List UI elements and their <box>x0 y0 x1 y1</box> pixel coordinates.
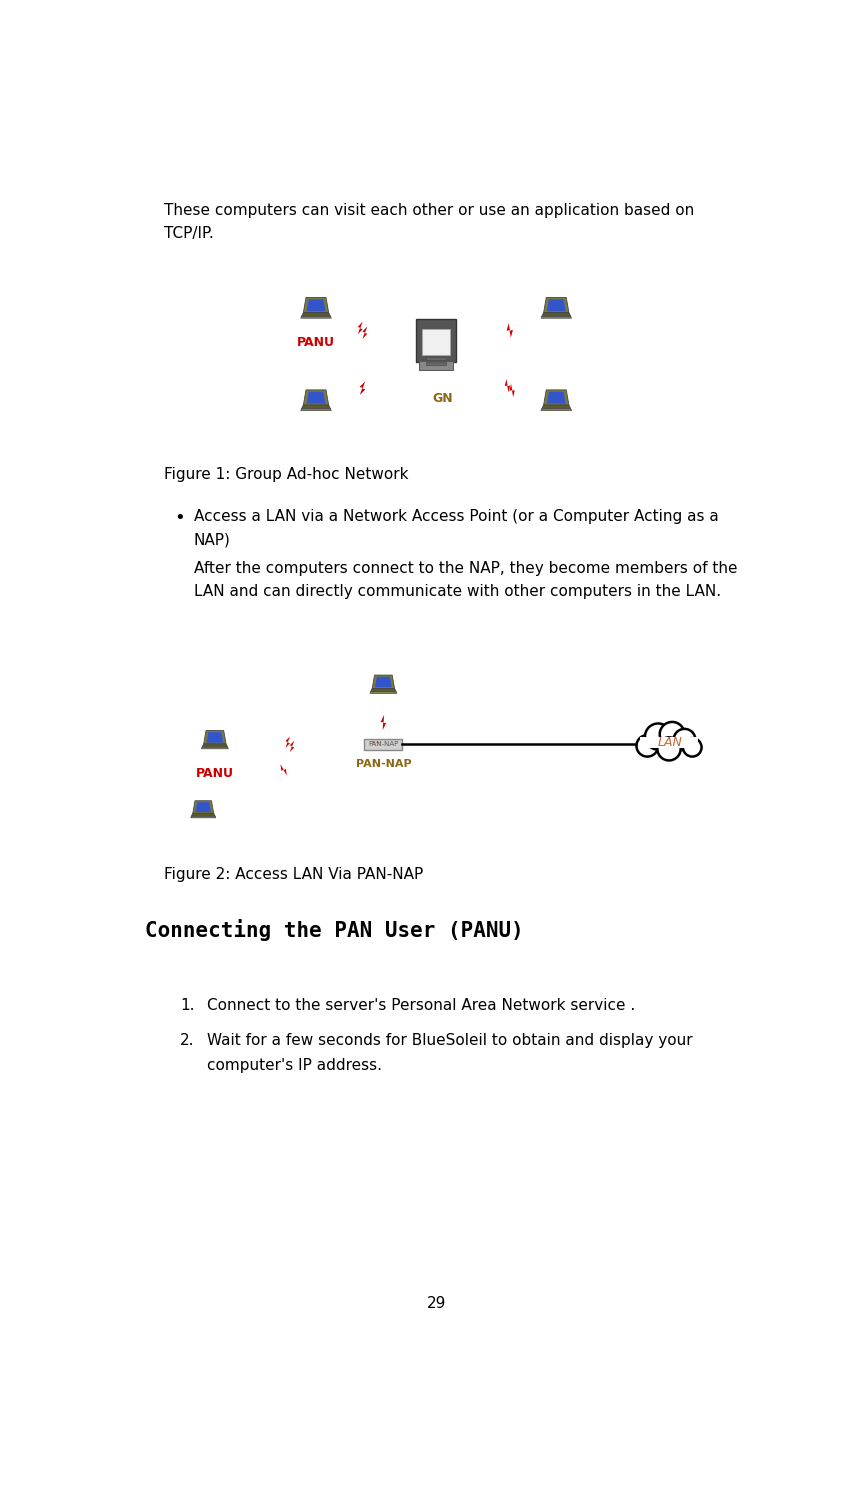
Text: LAN and can directly communicate with other computers in the LAN.: LAN and can directly communicate with ot… <box>194 584 721 599</box>
FancyBboxPatch shape <box>422 366 450 369</box>
FancyBboxPatch shape <box>426 361 446 364</box>
Circle shape <box>674 728 695 750</box>
Text: PANU: PANU <box>196 767 234 780</box>
Polygon shape <box>547 299 566 311</box>
Polygon shape <box>301 312 330 317</box>
Polygon shape <box>289 740 294 752</box>
Circle shape <box>660 722 684 746</box>
Polygon shape <box>193 801 214 813</box>
Polygon shape <box>360 382 365 395</box>
Text: These computers can visit each other or use an application based on: These computers can visit each other or … <box>164 204 694 218</box>
Text: Wait for a few seconds for BlueSoleil to obtain and display your: Wait for a few seconds for BlueSoleil to… <box>207 1033 693 1048</box>
FancyBboxPatch shape <box>426 357 446 360</box>
Polygon shape <box>372 675 395 688</box>
Polygon shape <box>544 297 569 312</box>
Circle shape <box>637 736 658 756</box>
Polygon shape <box>640 737 699 747</box>
Polygon shape <box>280 764 287 776</box>
Polygon shape <box>510 383 515 397</box>
Polygon shape <box>303 297 328 312</box>
Text: TCP/IP.: TCP/IP. <box>164 226 214 241</box>
Text: After the computers connect to the NAP, they become members of the: After the computers connect to the NAP, … <box>194 562 738 577</box>
Text: PAN-NAP: PAN-NAP <box>368 742 398 747</box>
Circle shape <box>658 737 681 761</box>
Polygon shape <box>301 406 330 409</box>
Polygon shape <box>357 321 363 334</box>
Polygon shape <box>202 747 228 749</box>
Text: Figure 1: Group Ad-hoc Network: Figure 1: Group Ad-hoc Network <box>164 467 409 481</box>
Polygon shape <box>541 409 572 410</box>
Text: Connect to the server's Personal Area Network service .: Connect to the server's Personal Area Ne… <box>207 999 636 1013</box>
Polygon shape <box>544 389 569 406</box>
Text: PAN-NAP: PAN-NAP <box>356 759 411 768</box>
FancyBboxPatch shape <box>364 739 403 749</box>
Text: LAN: LAN <box>658 736 683 749</box>
Polygon shape <box>375 676 391 687</box>
Polygon shape <box>541 317 572 318</box>
Polygon shape <box>300 409 331 410</box>
Polygon shape <box>303 389 328 406</box>
Polygon shape <box>196 802 211 811</box>
Circle shape <box>683 739 701 756</box>
Polygon shape <box>380 715 386 730</box>
Polygon shape <box>191 813 215 816</box>
Text: Connecting the PAN User (PANU): Connecting the PAN User (PANU) <box>146 918 524 941</box>
Text: PANU: PANU <box>297 336 335 349</box>
Polygon shape <box>542 406 571 409</box>
Polygon shape <box>285 737 290 747</box>
Text: 29: 29 <box>426 1296 446 1311</box>
Polygon shape <box>506 322 513 337</box>
Text: 2.: 2. <box>180 1033 195 1048</box>
Polygon shape <box>363 327 368 339</box>
Circle shape <box>645 724 671 749</box>
Polygon shape <box>547 392 566 404</box>
Polygon shape <box>542 312 571 317</box>
Text: •: • <box>174 510 185 528</box>
Text: computer's IP address.: computer's IP address. <box>207 1058 382 1073</box>
FancyBboxPatch shape <box>420 361 453 370</box>
FancyBboxPatch shape <box>422 330 450 355</box>
Text: NAP): NAP) <box>194 532 231 547</box>
Polygon shape <box>306 392 325 404</box>
Text: 1.: 1. <box>180 999 195 1013</box>
Polygon shape <box>370 688 397 692</box>
Text: GN: GN <box>432 392 453 404</box>
Text: Access a LAN via a Network Access Point (or a Computer Acting as a: Access a LAN via a Network Access Point … <box>194 510 719 525</box>
Polygon shape <box>191 816 216 817</box>
Polygon shape <box>505 379 510 392</box>
Polygon shape <box>203 731 226 744</box>
Polygon shape <box>306 299 325 311</box>
Text: Figure 2: Access LAN Via PAN-NAP: Figure 2: Access LAN Via PAN-NAP <box>164 868 424 883</box>
Polygon shape <box>207 733 223 743</box>
Polygon shape <box>202 744 228 747</box>
FancyBboxPatch shape <box>431 363 442 369</box>
FancyBboxPatch shape <box>416 318 456 361</box>
FancyBboxPatch shape <box>637 733 700 755</box>
Polygon shape <box>370 692 397 694</box>
Polygon shape <box>300 317 331 318</box>
